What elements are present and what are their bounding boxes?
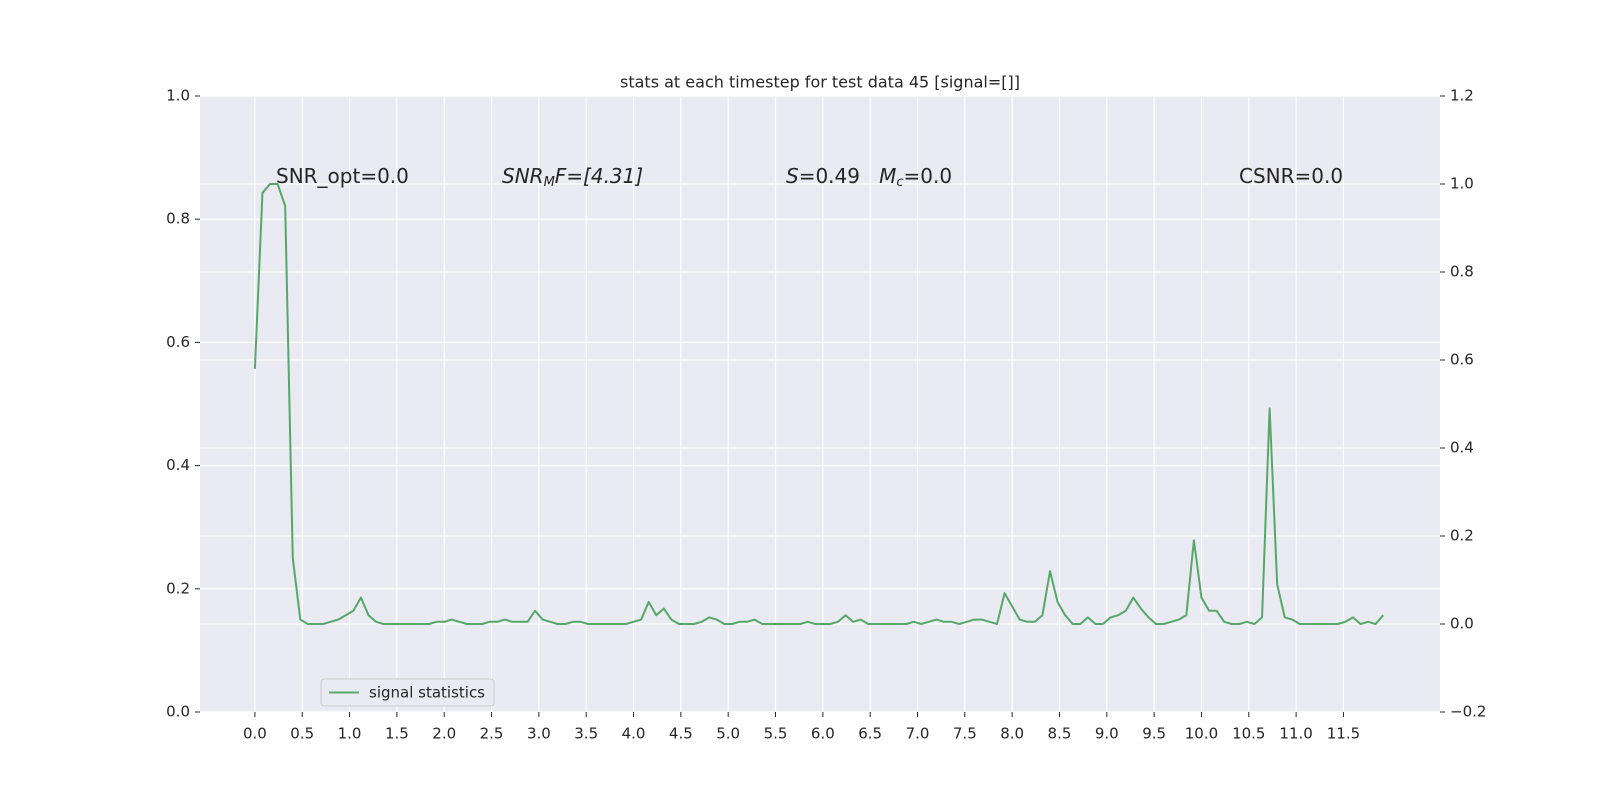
annotation-text: c [896,175,903,190]
x-tick-label: 4.5 [669,725,693,743]
y2-tick-label: 0.4 [1450,439,1474,457]
y2-tick-label: 0.8 [1450,263,1474,281]
x-tick-label: 4.0 [622,725,646,743]
x-tick-label: 7.5 [953,725,977,743]
chart-title: stats at each timestep for test data 45 … [620,73,1020,92]
x-tick-label: 3.5 [574,725,598,743]
annotation: SNR_opt=0.0 [276,164,409,188]
annotation: SNRMF=[4.31] [502,164,643,190]
annotation-text: =0.0 [904,164,953,188]
y-tick-label: 0.6 [166,333,190,351]
y-tick-label: 0.2 [166,579,190,597]
x-tick-label: 11.5 [1327,725,1360,743]
annotation-text: SNR [502,164,544,188]
lines [253,183,1384,625]
annotation: S=0.49 Mc=0.0 [786,164,952,190]
x-tick-label: 6.5 [858,725,882,743]
y2-tick-label: 1.2 [1450,87,1474,105]
x-tick-label: 5.5 [764,725,788,743]
y2-tick-label: 1.0 [1450,175,1474,193]
x-tick-label: 1.5 [385,725,409,743]
x-tick-label: 8.5 [1048,725,1072,743]
x-tick-label: 8.0 [1000,725,1024,743]
x-tick-label: 6.0 [811,725,835,743]
legend: signal statistics [320,678,495,707]
annotation-text: M [879,164,896,188]
x-tick-label: 10.5 [1232,725,1265,743]
annotation: CSNR=0.0 [1239,164,1343,188]
plot-area [200,96,1440,712]
legend-label: signal statistics [369,684,485,702]
y2-tick-label: 0.6 [1450,351,1474,369]
legend-box [320,678,495,707]
y2-tick-label: −0.2 [1450,703,1486,721]
y-tick-label: 1.0 [166,87,190,105]
x-tick-label: 7.0 [906,725,930,743]
x-tick-label: 0.0 [243,725,267,743]
x-tick-label: 9.5 [1142,725,1166,743]
annotation-text: SNR_opt=0.0 [276,164,409,188]
y-tick-label: 0.0 [166,703,190,721]
grid [200,95,1440,713]
x-tick-label: 0.5 [290,725,314,743]
series-line [253,183,1384,625]
x-tick-label: 3.0 [527,725,551,743]
annotation-text: F=[4.31] [555,164,643,188]
annotation-text: CSNR=0.0 [1239,164,1343,188]
x-tick-label: 2.0 [432,725,456,743]
x-tick-label: 2.5 [480,725,504,743]
x-tick-label: 9.0 [1095,725,1119,743]
x-tick-label: 5.0 [716,725,740,743]
y-tick-label: 0.8 [166,210,190,228]
y2-tick-label: 0.2 [1450,527,1474,545]
y-tick-label: 0.4 [166,456,190,474]
x-tick-label: 11.0 [1279,725,1312,743]
annotation-text: S [786,164,799,188]
y2-tick-label: 0.0 [1450,615,1474,633]
annotation-text: =0.49 [799,164,879,188]
annotation-text: M [544,175,555,190]
x-tick-label: 1.0 [338,725,362,743]
x-tick-label: 10.0 [1185,725,1218,743]
